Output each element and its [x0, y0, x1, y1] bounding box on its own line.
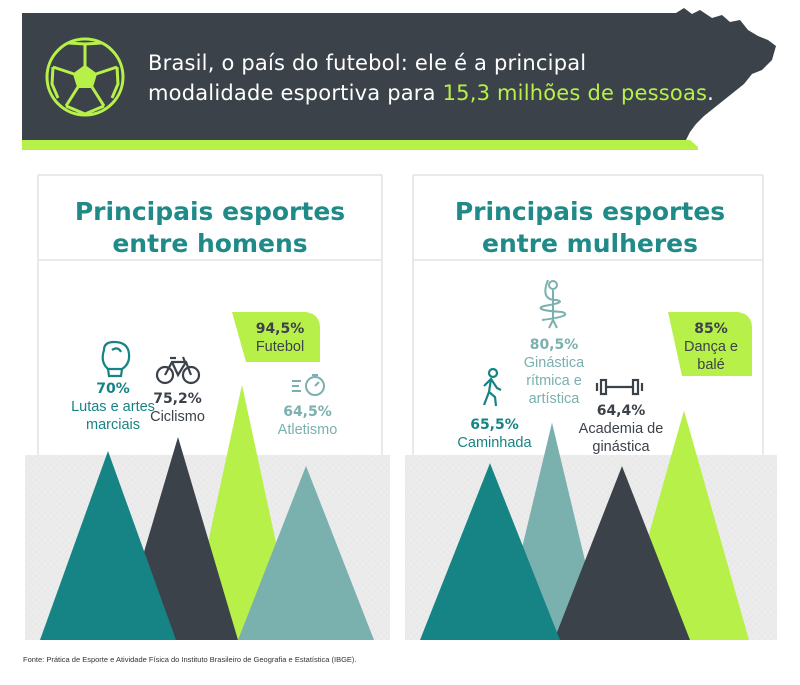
label-lutas: 70% Lutas e artes marciais [71, 381, 155, 433]
banner [22, 8, 776, 150]
label-academia: 64,4% Academia de ginástica [578, 403, 664, 455]
stopwatch-icon [292, 374, 325, 396]
label-futebol: 94,5% Futebol [255, 321, 305, 355]
panel-women-title: Principais esportes entre mulheres [454, 197, 726, 258]
source-note: Fonte: Prática de Esporte e Atividade Fí… [23, 655, 357, 664]
banner-highlight: 15,3 milhões de pessoas [442, 81, 708, 105]
panel-women-frame [412, 174, 764, 455]
label-danca: 85% Dança e balé [683, 321, 738, 373]
boxing-glove-icon [101, 340, 131, 378]
label-atletismo: 64,5% Atletismo [277, 404, 338, 438]
panel-men-frame [37, 174, 383, 455]
soccer-ball-icon [45, 37, 125, 117]
label-ciclismo: 75,2% Ciclismo [150, 391, 205, 425]
dumbbell-icon [595, 378, 644, 396]
mark-lutas-e-artes-marciais [40, 451, 176, 640]
banner-background [22, 8, 776, 140]
mark-atletismo [238, 465, 374, 640]
flag-danca [668, 312, 752, 376]
flag-futebol [232, 312, 320, 362]
label-ginastica: 80,5% Ginástica rítmica e artística [523, 337, 585, 407]
mark-academia-de-ginástica [554, 466, 690, 640]
walking-person-icon [482, 367, 502, 407]
bicycle-icon [155, 356, 201, 385]
label-caminhada: 65,5% Caminhada [457, 417, 532, 451]
panel-men-title: Principais esportes entre homens [74, 197, 346, 258]
banner-headline: Brasil, o país do futebol: ele é a princ… [148, 51, 715, 105]
ribbon-gymnast-icon [539, 279, 567, 329]
banner-lime-stripe [22, 140, 698, 150]
mark-caminhada [420, 463, 560, 640]
